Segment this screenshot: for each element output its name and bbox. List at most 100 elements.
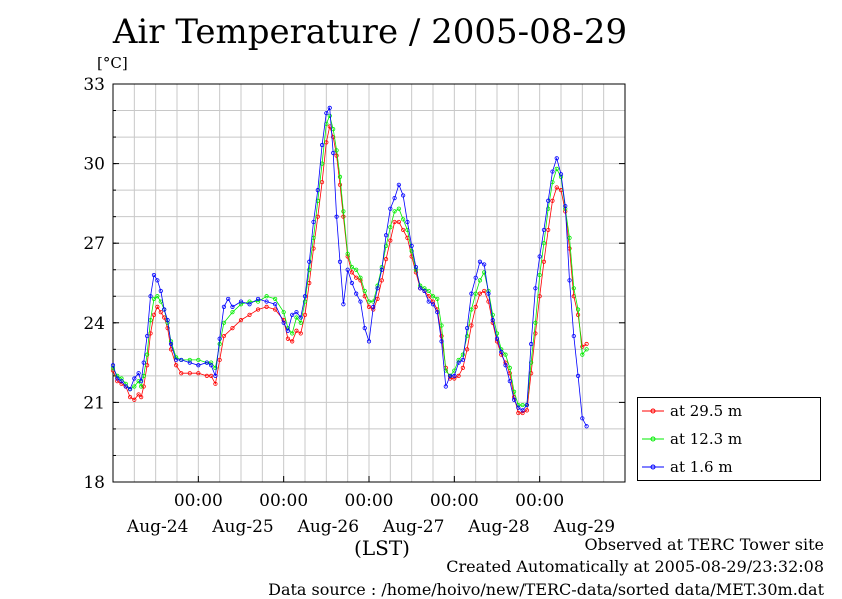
data-point bbox=[465, 326, 470, 331]
data-point bbox=[349, 264, 355, 270]
data-point bbox=[341, 209, 346, 214]
y-tick-label: 33 bbox=[83, 75, 105, 95]
data-point bbox=[435, 296, 440, 302]
data-point bbox=[546, 227, 551, 233]
series-line bbox=[112, 124, 587, 414]
data-point bbox=[337, 174, 343, 179]
data-point bbox=[580, 416, 585, 421]
data-point bbox=[465, 333, 470, 339]
data-point bbox=[294, 315, 299, 320]
data-point bbox=[158, 310, 163, 315]
data-point bbox=[371, 304, 376, 309]
data-point bbox=[537, 272, 542, 278]
data-point bbox=[151, 296, 157, 302]
data-point bbox=[482, 288, 487, 294]
data-point bbox=[550, 198, 555, 203]
data-point bbox=[294, 328, 299, 333]
data-point bbox=[204, 360, 209, 365]
legend-entry: at 12.3 m bbox=[642, 430, 742, 448]
data-point bbox=[516, 405, 521, 410]
data-point bbox=[139, 379, 144, 384]
data-point bbox=[158, 288, 163, 294]
data-point bbox=[383, 243, 389, 248]
data-point bbox=[273, 302, 278, 307]
data-point bbox=[145, 352, 150, 357]
data-point bbox=[554, 156, 559, 161]
data-point bbox=[119, 379, 124, 384]
data-point bbox=[563, 203, 568, 209]
legend-entry: at 1.6 m bbox=[642, 458, 733, 476]
data-point bbox=[507, 379, 512, 384]
data-point bbox=[155, 294, 160, 299]
data-point bbox=[482, 270, 487, 275]
data-point bbox=[477, 278, 483, 283]
y-tick-label: 30 bbox=[83, 155, 105, 175]
data-point bbox=[366, 299, 372, 304]
data-point bbox=[490, 312, 495, 317]
data-point bbox=[238, 318, 244, 323]
data-point bbox=[486, 291, 491, 296]
data-point bbox=[396, 182, 401, 187]
data-point bbox=[221, 333, 227, 339]
data-point bbox=[473, 275, 478, 280]
data-point bbox=[379, 267, 384, 272]
legend-label: at 1.6 m bbox=[670, 458, 733, 476]
data-point bbox=[362, 326, 367, 331]
data-point bbox=[388, 225, 393, 230]
data-point bbox=[115, 376, 120, 381]
data-point bbox=[447, 373, 453, 378]
data-point bbox=[196, 371, 201, 376]
data-point bbox=[524, 402, 529, 408]
data-point bbox=[494, 336, 500, 341]
data-point bbox=[413, 264, 419, 270]
data-point bbox=[405, 219, 410, 225]
data-point bbox=[439, 339, 444, 344]
data-point bbox=[136, 392, 141, 397]
data-point bbox=[298, 320, 303, 325]
data-point bbox=[302, 299, 308, 304]
footer-site: Observed at TERC Tower site bbox=[584, 535, 825, 554]
data-point bbox=[127, 387, 133, 392]
data-point bbox=[375, 296, 380, 302]
data-point bbox=[550, 169, 555, 174]
data-point bbox=[533, 331, 538, 336]
data-point bbox=[334, 148, 339, 153]
data-point bbox=[430, 299, 436, 304]
data-point bbox=[119, 376, 124, 381]
data-point bbox=[409, 243, 414, 248]
data-point bbox=[520, 408, 525, 413]
data-point bbox=[465, 347, 470, 352]
data-point bbox=[139, 394, 144, 400]
data-point bbox=[281, 310, 286, 315]
legend-entry: at 29.5 m bbox=[642, 402, 742, 420]
x-date-label: Aug-24 bbox=[126, 517, 188, 537]
data-point bbox=[151, 312, 157, 317]
data-point bbox=[187, 371, 192, 376]
data-point bbox=[571, 286, 576, 291]
data-point bbox=[136, 371, 141, 376]
data-point bbox=[290, 339, 295, 344]
data-point bbox=[383, 233, 389, 238]
data-point bbox=[285, 336, 291, 341]
x-tick-label: 00:00 bbox=[259, 491, 308, 511]
data-point bbox=[460, 352, 465, 357]
series-line bbox=[112, 106, 587, 427]
data-point bbox=[141, 384, 146, 389]
data-point bbox=[392, 195, 397, 201]
chart-title: Air Temperature / 2005-08-29 bbox=[112, 12, 628, 52]
data-point bbox=[354, 267, 359, 272]
data-point bbox=[554, 185, 559, 190]
x-date-label: Aug-26 bbox=[297, 517, 359, 537]
data-point bbox=[179, 357, 184, 363]
data-point bbox=[155, 304, 160, 309]
data-point bbox=[334, 153, 339, 158]
data-point bbox=[366, 339, 372, 344]
data-point bbox=[132, 384, 137, 389]
data-point bbox=[311, 219, 316, 225]
data-point bbox=[358, 299, 363, 304]
data-point bbox=[145, 333, 150, 339]
y-tick-label: 24 bbox=[83, 314, 105, 334]
data-point bbox=[298, 331, 303, 336]
data-point bbox=[558, 172, 564, 177]
